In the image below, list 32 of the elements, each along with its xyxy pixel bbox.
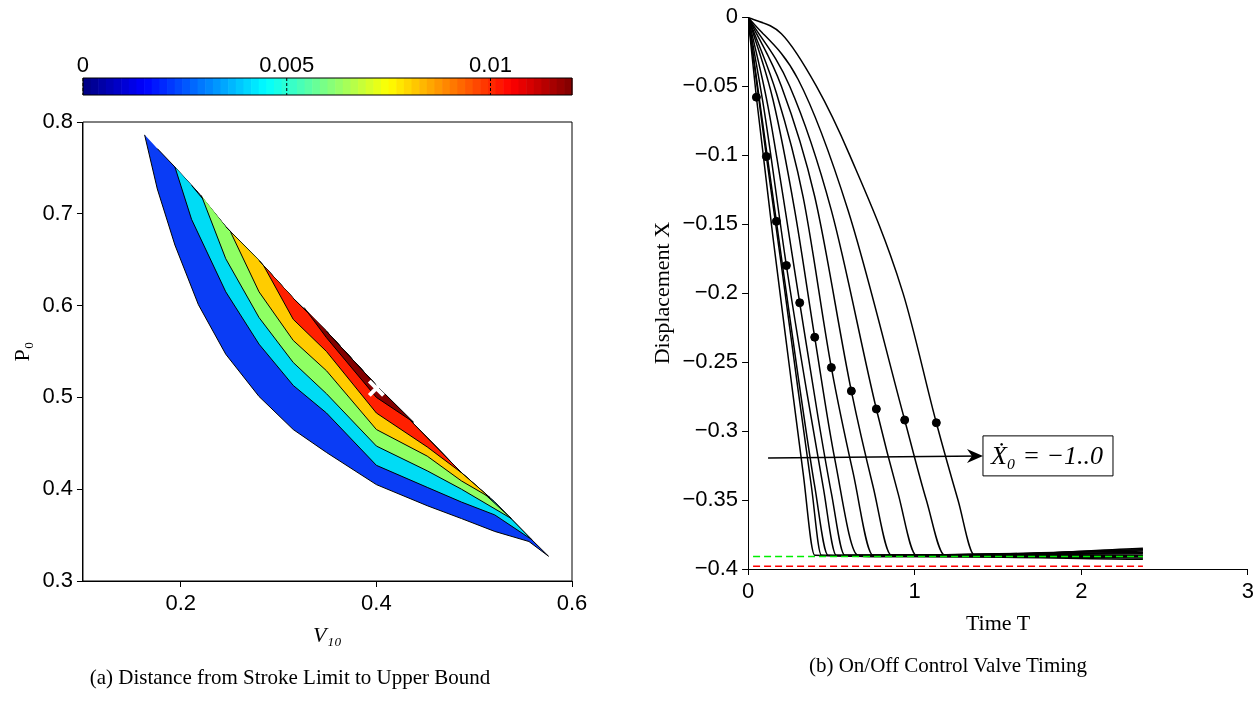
y-tick-label: −0.2 bbox=[694, 279, 739, 305]
x-tick-label: 1 bbox=[908, 578, 921, 604]
x-tick-label: 0 bbox=[741, 578, 755, 604]
y-tick-label: −0.4 bbox=[694, 555, 739, 581]
y-tick-label: 0.4 bbox=[42, 475, 73, 501]
y-tick-label: 0.8 bbox=[42, 108, 73, 134]
y-tick-label: −0.35 bbox=[682, 486, 739, 512]
x-tick-label: 2 bbox=[1075, 578, 1088, 604]
y-tick-label: 0.5 bbox=[42, 383, 73, 409]
y-tick-label: −0.05 bbox=[682, 72, 739, 98]
y-tick-label: −0.1 bbox=[694, 141, 739, 167]
y-axis-title: P₀ bbox=[8, 341, 34, 362]
x-tick-label: 0.2 bbox=[165, 590, 197, 616]
x-axis-title: Time T bbox=[965, 610, 1031, 636]
x-tick-label: 0.4 bbox=[361, 590, 392, 616]
color-bar-label: 0.005 bbox=[259, 52, 315, 78]
y-tick-label: 0.7 bbox=[42, 199, 73, 225]
x-tick-label: 0.6 bbox=[556, 590, 588, 616]
color-bar-label: 0.01 bbox=[469, 52, 512, 78]
x-axis-title: V₁₀ bbox=[313, 622, 342, 648]
y-tick-label: 0.3 bbox=[42, 567, 73, 593]
y-tick-label: 0.6 bbox=[42, 291, 73, 317]
text: (a) Distance from Stroke Limit to Upper Bound bbox=[89, 664, 491, 689]
y-tick-label: −0.25 bbox=[682, 348, 739, 374]
x-tick-label: 3 bbox=[1241, 578, 1255, 604]
y-tick-label: 0 bbox=[725, 3, 739, 29]
y-tick-label: −0.3 bbox=[694, 417, 739, 443]
annotation: Ẋ₀ = −1..0 bbox=[989, 440, 1103, 470]
y-axis-title: Displacement X bbox=[648, 221, 674, 365]
text: (b) On/Off Control Valve Timing bbox=[808, 652, 1088, 677]
y-tick-label: −0.15 bbox=[682, 210, 739, 236]
color-bar-label: 0 bbox=[76, 52, 90, 78]
